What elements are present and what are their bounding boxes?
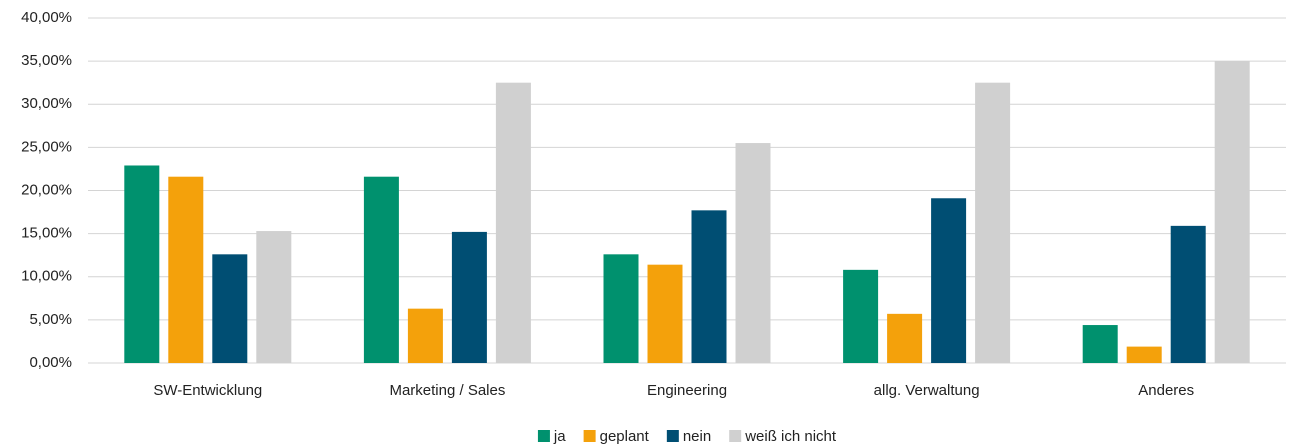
legend-label: geplant	[600, 428, 650, 445]
bar	[124, 165, 160, 363]
x-tick-label: allg. Verwaltung	[874, 382, 980, 399]
bar	[168, 176, 204, 363]
legend-label: ja	[553, 428, 566, 445]
bar	[603, 254, 639, 363]
x-tick-label: SW-Entwicklung	[153, 382, 262, 399]
y-tick-label: 0,00%	[29, 354, 72, 371]
bar	[212, 254, 248, 363]
bar	[887, 313, 923, 363]
x-tick-label: Engineering	[647, 382, 727, 399]
legend-swatch	[666, 430, 679, 442]
bar	[975, 82, 1011, 363]
legend-swatch	[729, 430, 742, 442]
y-tick-label: 10,00%	[21, 268, 72, 285]
bar	[256, 231, 292, 363]
bar	[843, 269, 879, 363]
bar	[647, 264, 683, 363]
bar	[363, 176, 399, 363]
y-tick-label: 5,00%	[29, 311, 72, 328]
x-tick-label: Anderes	[1138, 382, 1194, 399]
y-tick-label: 20,00%	[21, 181, 72, 198]
bar	[1082, 325, 1118, 363]
legend-swatch	[537, 430, 550, 442]
legend-swatch	[583, 430, 596, 442]
bar	[1214, 61, 1250, 363]
bar	[1126, 346, 1162, 363]
bar	[1170, 225, 1206, 363]
bar	[407, 308, 443, 363]
y-tick-label: 25,00%	[21, 138, 72, 155]
bar	[495, 82, 531, 363]
bar	[735, 143, 771, 363]
y-tick-label: 40,00%	[21, 9, 72, 26]
x-tick-label: Marketing / Sales	[389, 382, 505, 399]
bar	[691, 210, 727, 363]
y-tick-label: 35,00%	[21, 52, 72, 69]
legend-label: nein	[683, 428, 711, 445]
y-tick-label: 15,00%	[21, 225, 72, 242]
bar	[931, 198, 967, 363]
bar	[451, 231, 487, 363]
y-tick-label: 30,00%	[21, 95, 72, 112]
legend-label: weiß ich nicht	[744, 428, 837, 445]
